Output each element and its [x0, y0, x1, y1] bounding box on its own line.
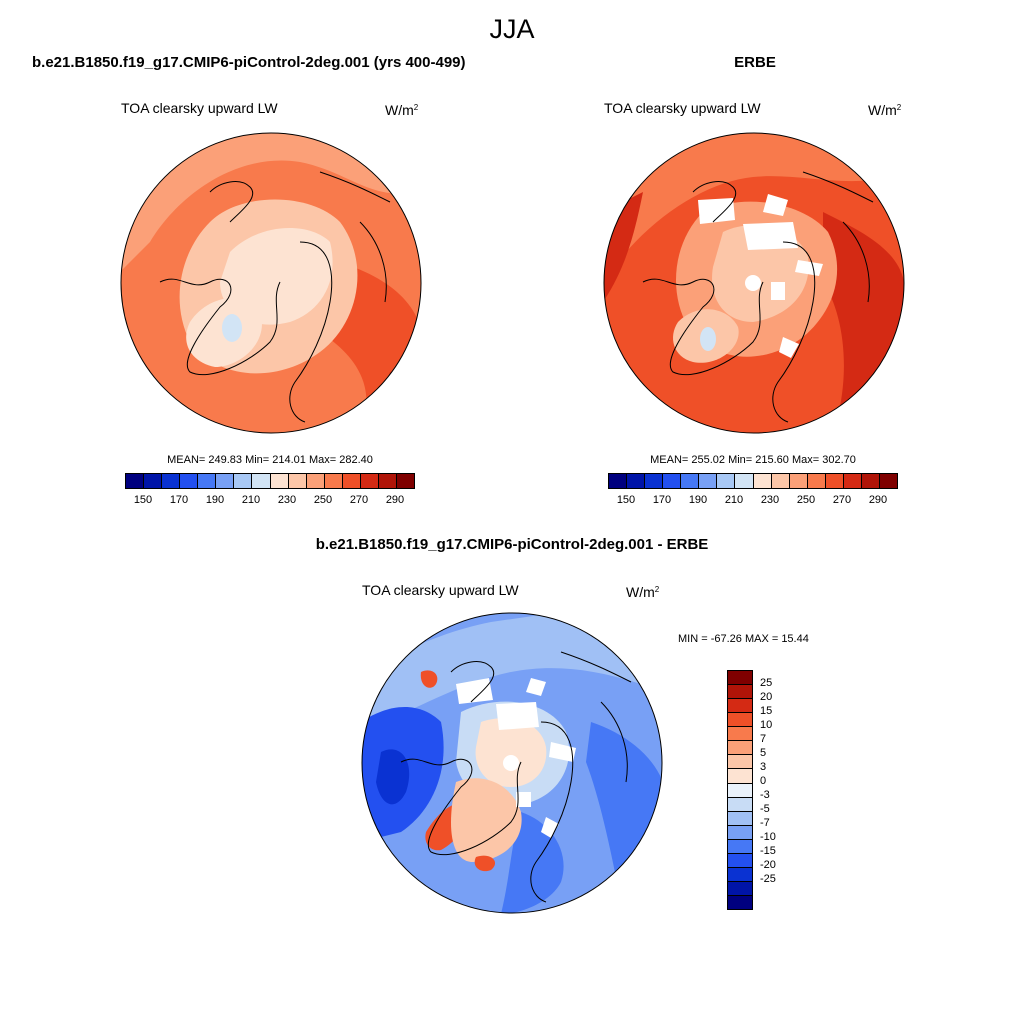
colorbar-swatch: [663, 474, 682, 488]
colorbar-swatch: [270, 474, 289, 488]
colorbar-tick-label: 270: [349, 494, 369, 506]
colorbar-swatch: [198, 474, 217, 488]
colorbar-tick-label: 0: [760, 775, 767, 787]
colorbar-swatch: [728, 713, 752, 728]
obs-variable-label: TOA clearsky upward LW: [604, 100, 761, 116]
model-polar-map: [120, 132, 422, 434]
colorbar-tick-label: -15: [760, 845, 776, 857]
colorbar-swatch: [728, 783, 752, 798]
obs-units-label: W/m2: [868, 102, 902, 118]
colorbar-swatch: [645, 474, 664, 488]
colorbar-tick-label: 150: [616, 494, 636, 506]
colorbar-swatch: [180, 474, 199, 488]
colorbar-swatch: [162, 474, 181, 488]
colorbar-swatch: [216, 474, 235, 488]
colorbar-swatch: [699, 474, 718, 488]
colorbar-tick-label: 290: [868, 494, 888, 506]
colorbar-swatch: [681, 474, 700, 488]
colorbar-swatch: [396, 474, 414, 488]
colorbar-tick-label: 10: [760, 719, 773, 731]
colorbar-swatch: [378, 474, 397, 488]
diff-polar-map: [361, 612, 663, 914]
colorbar-swatch: [861, 474, 880, 488]
colorbar-swatch: [735, 474, 754, 488]
colorbar-tick-label: -5: [760, 803, 770, 815]
diff-variable-label: TOA clearsky upward LW: [362, 582, 519, 598]
colorbar-swatch: [728, 797, 752, 812]
model-variable-label: TOA clearsky upward LW: [121, 100, 278, 116]
colorbar-tick-label: -3: [760, 789, 770, 801]
model-stats: MEAN= 249.83 Min= 214.01 Max= 282.40: [167, 454, 373, 466]
colorbar-tick-label: 210: [241, 494, 261, 506]
colorbar-swatch: [843, 474, 862, 488]
colorbar-tick-label: -7: [760, 817, 770, 829]
colorbar-swatch: [728, 741, 752, 756]
colorbar-swatch: [627, 474, 646, 488]
colorbar-tick-label: 270: [832, 494, 852, 506]
figure-title: JJA: [489, 14, 535, 44]
colorbar-swatch: [771, 474, 790, 488]
colorbar-swatch: [728, 867, 752, 882]
colorbar-swatch: [728, 839, 752, 854]
colorbar-tick-label: -25: [760, 873, 776, 885]
obs-colorbar: [608, 473, 898, 489]
colorbar-swatch: [728, 699, 752, 714]
colorbar-swatch: [609, 474, 628, 488]
model-panel-header: b.e21.B1850.f19_g17.CMIP6-piControl-2deg…: [32, 54, 466, 71]
colorbar-swatch: [789, 474, 808, 488]
colorbar-swatch: [234, 474, 253, 488]
colorbar-tick-label: -10: [760, 831, 776, 843]
diff-colorbar: [727, 670, 753, 910]
colorbar-swatch: [728, 727, 752, 742]
colorbar-swatch: [342, 474, 361, 488]
colorbar-swatch: [324, 474, 343, 488]
obs-polar-map: [603, 132, 905, 434]
colorbar-swatch: [144, 474, 163, 488]
colorbar-swatch: [728, 811, 752, 826]
colorbar-tick-label: 170: [652, 494, 672, 506]
colorbar-swatch: [807, 474, 826, 488]
colorbar-swatch: [728, 671, 752, 686]
diff-panel-header: b.e21.B1850.f19_g17.CMIP6-piControl-2deg…: [315, 536, 709, 553]
colorbar-tick-label: 250: [796, 494, 816, 506]
colorbar-swatch: [728, 896, 752, 910]
colorbar-swatch: [879, 474, 897, 488]
colorbar-tick-label: 3: [760, 761, 767, 773]
colorbar-tick-label: 150: [133, 494, 153, 506]
colorbar-tick-label: 230: [760, 494, 780, 506]
colorbar-swatch: [252, 474, 271, 488]
diff-units-label: W/m2: [626, 584, 660, 600]
colorbar-tick-label: -20: [760, 859, 776, 871]
colorbar-swatch: [306, 474, 325, 488]
colorbar-swatch: [825, 474, 844, 488]
diff-min-max: MIN = -67.26 MAX = 15.44: [678, 633, 809, 645]
colorbar-swatch: [728, 755, 752, 770]
colorbar-tick-label: 230: [277, 494, 297, 506]
colorbar-tick-label: 5: [760, 747, 767, 759]
colorbar-swatch: [360, 474, 379, 488]
colorbar-tick-label: 190: [205, 494, 225, 506]
colorbar-swatch: [126, 474, 145, 488]
colorbar-swatch: [717, 474, 736, 488]
colorbar-tick-label: 190: [688, 494, 708, 506]
colorbar-swatch: [728, 825, 752, 840]
colorbar-swatch: [728, 769, 752, 784]
colorbar-tick-label: 25: [760, 677, 773, 689]
model-units-label: W/m2: [385, 102, 419, 118]
obs-stats: MEAN= 255.02 Min= 215.60 Max= 302.70: [650, 454, 856, 466]
colorbar-tick-label: 250: [313, 494, 333, 506]
colorbar-tick-label: 7: [760, 733, 767, 745]
model-colorbar: [125, 473, 415, 489]
colorbar-swatch: [728, 685, 752, 700]
colorbar-tick-label: 210: [724, 494, 744, 506]
colorbar-tick-label: 15: [760, 705, 773, 717]
obs-panel-header: ERBE: [734, 54, 776, 71]
colorbar-tick-label: 20: [760, 691, 773, 703]
colorbar-swatch: [728, 853, 752, 868]
colorbar-tick-label: 290: [385, 494, 405, 506]
colorbar-tick-label: 170: [169, 494, 189, 506]
colorbar-swatch: [728, 881, 752, 896]
colorbar-swatch: [288, 474, 307, 488]
colorbar-swatch: [753, 474, 772, 488]
